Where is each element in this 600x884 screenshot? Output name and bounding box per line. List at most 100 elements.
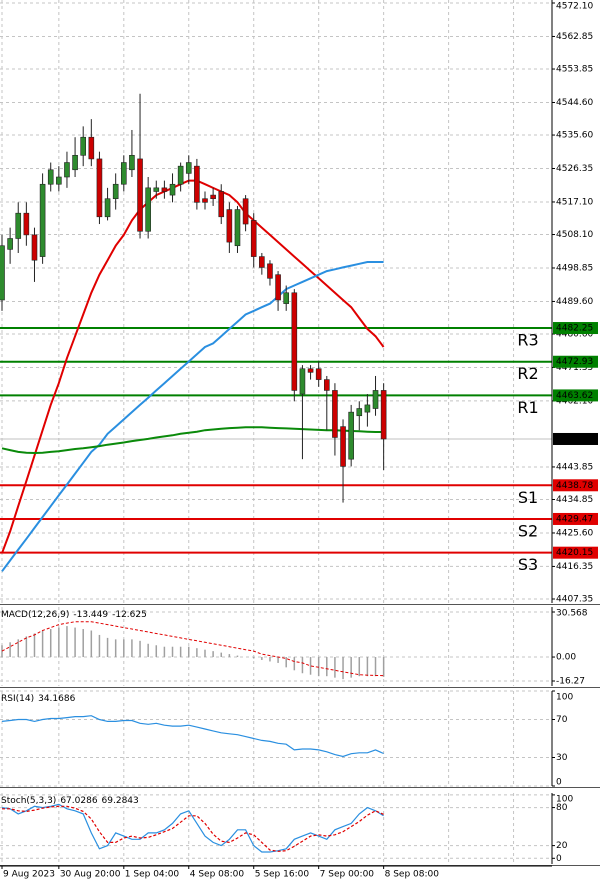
indicator-line (2, 805, 384, 852)
candle-body (299, 368, 306, 395)
candle-body (364, 404, 371, 413)
y-tick-label: 4544.60 (556, 98, 593, 108)
indicator-value: -13.449 (73, 610, 108, 620)
candle-body (31, 234, 38, 261)
y-tick-label: 100 (556, 795, 573, 805)
indicator-label: Stoch(5,3,3) 67.0286 69.2843 (1, 796, 139, 806)
candle-body (323, 379, 330, 391)
candle-body (210, 194, 216, 200)
candle-body (356, 408, 363, 417)
candle-body (7, 238, 13, 250)
candle-body (202, 198, 208, 203)
candle-body (315, 368, 322, 380)
candle-body (47, 169, 54, 185)
candle-body (250, 220, 257, 257)
candle-body (380, 390, 387, 440)
candle-body (177, 165, 184, 185)
candle-body (161, 187, 168, 192)
x-tick-label: 9 Aug 2023 (3, 870, 55, 880)
candle-body (372, 390, 379, 409)
candle-body (15, 212, 22, 239)
current-price: 4451.58 (556, 434, 593, 444)
y-tick-label: 4407.35 (556, 594, 593, 604)
level-price-box (553, 546, 598, 559)
y-tick-label: 4526.35 (556, 164, 593, 174)
y-tick-label: 30.568 (556, 609, 588, 619)
candle-body (348, 411, 354, 460)
candle-body (291, 292, 298, 391)
y-tick-label: 4416.35 (556, 562, 593, 572)
candle-body (185, 162, 192, 174)
level-price-box (553, 355, 598, 368)
y-tick-label: 0 (556, 778, 562, 788)
candle-body (307, 368, 314, 373)
moving-average (1, 426, 384, 455)
y-tick-label: 80 (556, 803, 568, 813)
level-price-box (553, 479, 598, 492)
y-tick-label: 70 (556, 715, 568, 725)
x-tick-label: 8 Sep 08:00 (385, 870, 440, 880)
level-price: 4420.15 (556, 548, 593, 558)
candle-body (121, 162, 127, 185)
moving-average (1, 179, 385, 554)
level-name: S3 (518, 555, 538, 574)
level-price-box (553, 389, 598, 402)
level-price: 4472.93 (556, 357, 593, 367)
candle-body (283, 292, 290, 304)
level-name: R2 (517, 364, 538, 383)
y-tick-label: 4498.85 (556, 263, 593, 273)
candle-body (340, 426, 346, 467)
candle-body (137, 158, 143, 232)
indicator-value: 69.2843 (102, 796, 139, 806)
candle-body (129, 154, 135, 171)
y-tick-label: -16.27 (556, 677, 585, 687)
candle-body (80, 136, 86, 156)
y-tick-label: 4425.60 (556, 528, 593, 538)
level-price-box (553, 322, 598, 335)
indicator-name: MACD(12,26,9) (1, 610, 69, 620)
candle-body (242, 198, 249, 225)
candle-body (218, 191, 225, 218)
y-tick-label: 0.00 (556, 653, 576, 663)
candle-body (112, 183, 119, 200)
candle-body (56, 176, 62, 185)
candle-body (39, 183, 46, 257)
candle-body (169, 183, 176, 196)
y-tick-label: 4443.85 (556, 462, 593, 472)
candle-body (72, 154, 78, 171)
y-tick-label: 4553.85 (556, 65, 593, 75)
indicator-line (1, 803, 384, 853)
y-tick-label: 4434.85 (556, 495, 593, 505)
level-price: 4438.78 (556, 481, 593, 491)
level-price: 4429.47 (556, 514, 593, 524)
y-tick-label: 20 (556, 841, 568, 851)
indicator-label: MACD(12,26,9) -13.449 -12.625 (1, 610, 147, 620)
indicator-label: RSI(14) 34.1686 (1, 694, 76, 704)
level-name: R3 (517, 331, 538, 350)
x-tick-label: 1 Sep 04:00 (125, 870, 180, 880)
y-tick-label: 4480.60 (556, 330, 593, 340)
candle-body (234, 209, 241, 247)
candle-body (259, 256, 265, 268)
level-name: S2 (518, 521, 538, 540)
y-tick-label: 4535.60 (556, 131, 593, 141)
indicator-name: RSI(14) (1, 694, 34, 704)
y-tick-label: 4572.10 (556, 2, 593, 12)
candle-body (267, 263, 273, 279)
level-price: 4463.62 (556, 391, 593, 401)
y-tick-label: 4489.60 (556, 297, 593, 307)
x-tick-label: 4 Sep 08:00 (190, 870, 245, 880)
indicator-value: 34.1686 (38, 694, 75, 704)
y-tick-label: 30 (556, 753, 568, 763)
y-tick-label: 4508.10 (556, 230, 593, 240)
x-tick-label: 7 Sep 00:00 (320, 870, 375, 880)
level-name: R1 (517, 398, 538, 417)
candle-body (0, 245, 5, 301)
candle-body (88, 136, 95, 160)
y-tick-label: 4562.85 (556, 32, 593, 42)
candle-body (96, 158, 103, 218)
level-price-box (553, 512, 598, 525)
indicator-name: Stoch(5,3,3) (1, 796, 56, 806)
current-price-box (553, 432, 598, 445)
